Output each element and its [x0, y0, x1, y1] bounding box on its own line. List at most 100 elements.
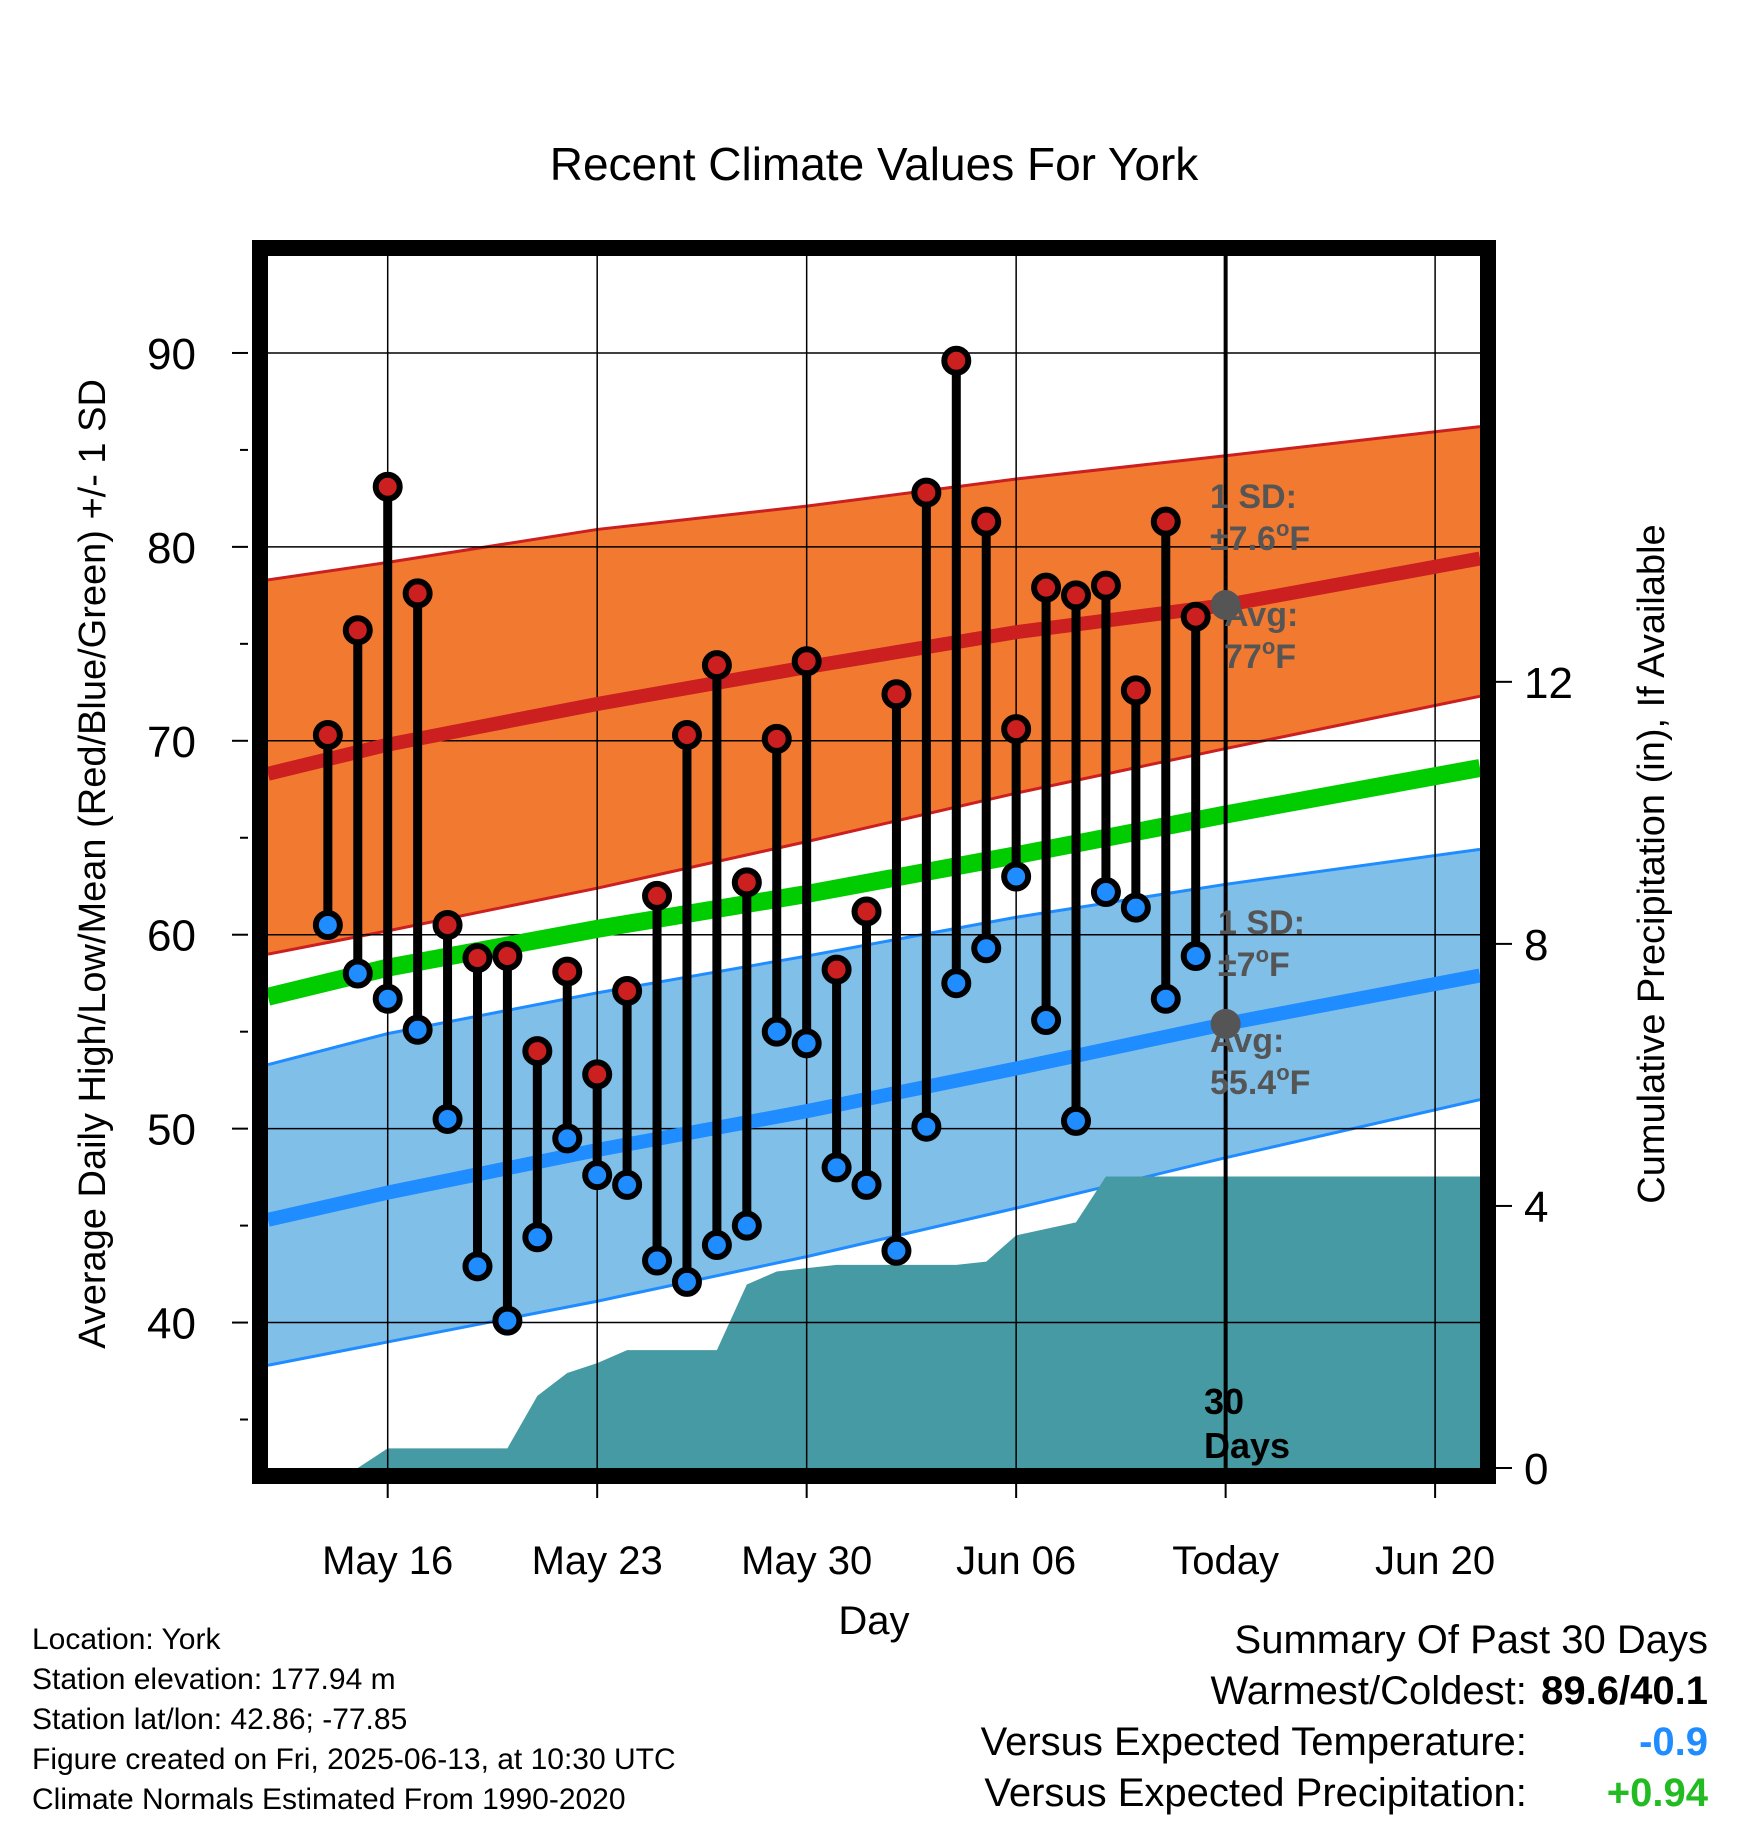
y2-tick-label: 8	[1524, 921, 1548, 970]
observed-high-point	[612, 975, 643, 1006]
observed-high-point	[1120, 675, 1151, 706]
observed-low-point	[971, 933, 1002, 964]
observed-high-point	[342, 615, 373, 646]
observed-low-point	[312, 910, 343, 941]
observed-low-point	[612, 1169, 643, 1200]
observed-high-point	[821, 954, 852, 985]
observed-low-point	[522, 1222, 553, 1253]
high-sd-annotation: 1 SD: ±7.6oF	[1210, 478, 1310, 558]
observed-low-point	[642, 1245, 673, 1276]
low-sd-annotation: 1 SD: ±7oF	[1218, 904, 1305, 984]
observed-low-point	[701, 1229, 732, 1260]
observed-low-point	[1001, 861, 1032, 892]
observed-high-point	[671, 719, 702, 750]
x-tick-label: May 30	[741, 1539, 872, 1583]
observed-low-point	[1061, 1105, 1091, 1136]
x-tick-label: Today	[1172, 1539, 1279, 1583]
chart-title: Recent Climate Values For York	[550, 138, 1200, 190]
observed-high-point	[462, 942, 493, 973]
x-tick-label: Jun 20	[1375, 1539, 1495, 1583]
observed-low-point	[462, 1251, 493, 1282]
elevation-text: Station elevation: 177.94 m	[32, 1663, 396, 1696]
observed-high-point	[552, 956, 583, 987]
temp-departure-label: Versus Expected Temperature:	[980, 1720, 1527, 1764]
observed-high-point	[971, 506, 1002, 537]
warmest-coldest-value: 89.6/40.1	[1541, 1669, 1708, 1713]
y2-tick-label: 4	[1524, 1183, 1548, 1232]
observed-high-point	[1180, 601, 1211, 632]
observed-low-point	[1120, 892, 1151, 923]
y2-axis-label: Cumulative Precipitation (in), If Availa…	[1631, 524, 1673, 1203]
observed-high-point	[1001, 714, 1032, 745]
observed-low-point	[761, 1016, 792, 1047]
plot-frame	[252, 240, 1496, 1484]
summary-precip-row: Versus Expected Precipitation: +0.94	[981, 1768, 1708, 1819]
observed-low-point	[911, 1111, 942, 1142]
location-text: Location: York	[32, 1623, 221, 1656]
latlon-text: Station lat/lon: 42.86; -77.85	[32, 1703, 408, 1736]
observed-high-point	[881, 679, 912, 710]
observed-high-point	[492, 941, 523, 972]
today-period-label: 30 Days	[1204, 1381, 1290, 1466]
observed-high-point	[402, 578, 433, 609]
observed-low-point	[791, 1028, 822, 1059]
y-tick-label: 60	[147, 912, 196, 961]
observed-high-point	[642, 880, 673, 911]
observed-low-point	[492, 1305, 523, 1336]
y-tick-label: 50	[147, 1106, 196, 1155]
low-avg-annotation: Avg: 55.4oF	[1210, 1022, 1310, 1102]
observed-high-point	[701, 650, 732, 681]
observed-low-point	[941, 968, 972, 999]
high-sd-band	[268, 426, 1480, 955]
y-tick-label: 70	[147, 718, 196, 767]
observed-high-point	[761, 723, 792, 754]
observed-low-point	[432, 1103, 463, 1134]
observed-low-point	[821, 1152, 852, 1183]
x-tick-label: Jun 06	[956, 1539, 1076, 1583]
observed-high-point	[522, 1036, 553, 1067]
station-info: Location: York Station elevation: 177.94…	[32, 1620, 676, 1820]
observed-high-point	[791, 646, 822, 677]
observed-low-point	[342, 958, 373, 989]
high-avg-annotation: Avg: 77oF	[1224, 596, 1298, 676]
y-tick-label: 90	[147, 330, 196, 379]
x-tick-label: May 23	[532, 1539, 663, 1583]
precip-departure-label: Versus Expected Precipitation:	[984, 1771, 1527, 1815]
summary-title: Summary Of Past 30 Days	[1234, 1618, 1708, 1662]
observed-low-point	[731, 1210, 762, 1241]
observed-low-point	[372, 983, 403, 1014]
observed-high-point	[941, 345, 972, 376]
observed-low-point	[1150, 983, 1181, 1014]
y-axis-label: Average Daily High/Low/Mean (Red/Blue/Gr…	[72, 379, 114, 1349]
observed-low-point	[881, 1235, 912, 1266]
observed-high-point	[731, 867, 762, 898]
observed-high-point	[911, 477, 942, 508]
normals-text: Climate Normals Estimated From 1990-2020	[32, 1783, 626, 1816]
observed-low-point	[402, 1014, 433, 1045]
y-tick-label: 80	[147, 524, 196, 573]
temp-departure-value: -0.9	[1639, 1720, 1708, 1764]
low-sd-band	[268, 849, 1480, 1366]
observed-low-point	[1180, 941, 1211, 972]
summary-panel: Summary Of Past 30 Days Warmest/Coldest:…	[981, 1615, 1708, 1819]
x-tick-label: May 16	[322, 1539, 453, 1583]
observed-high-point	[312, 719, 343, 750]
observed-low-point	[851, 1169, 882, 1200]
observed-high-point	[372, 471, 403, 502]
summary-temp-row: Versus Expected Temperature: -0.9	[981, 1717, 1708, 1768]
y2-tick-label: 0	[1524, 1445, 1548, 1494]
today-low-normal-marker	[1210, 1008, 1241, 1039]
observed-high-point	[1090, 570, 1121, 601]
observed-high-point	[1061, 580, 1091, 611]
observed-high-point	[851, 896, 882, 927]
today-high-normal-marker	[1210, 590, 1241, 621]
observed-low-point	[1031, 1005, 1062, 1036]
observed-low-point	[552, 1123, 583, 1154]
y2-tick-label: 12	[1524, 659, 1573, 708]
warmest-coldest-label: Warmest/Coldest:	[1210, 1669, 1527, 1713]
summary-warmest-coldest-row: Warmest/Coldest: 89.6/40.1	[981, 1666, 1709, 1717]
x-axis-label: Day	[838, 1599, 909, 1643]
precip-departure-value: +0.94	[1606, 1771, 1708, 1815]
observed-low-point	[671, 1266, 702, 1297]
